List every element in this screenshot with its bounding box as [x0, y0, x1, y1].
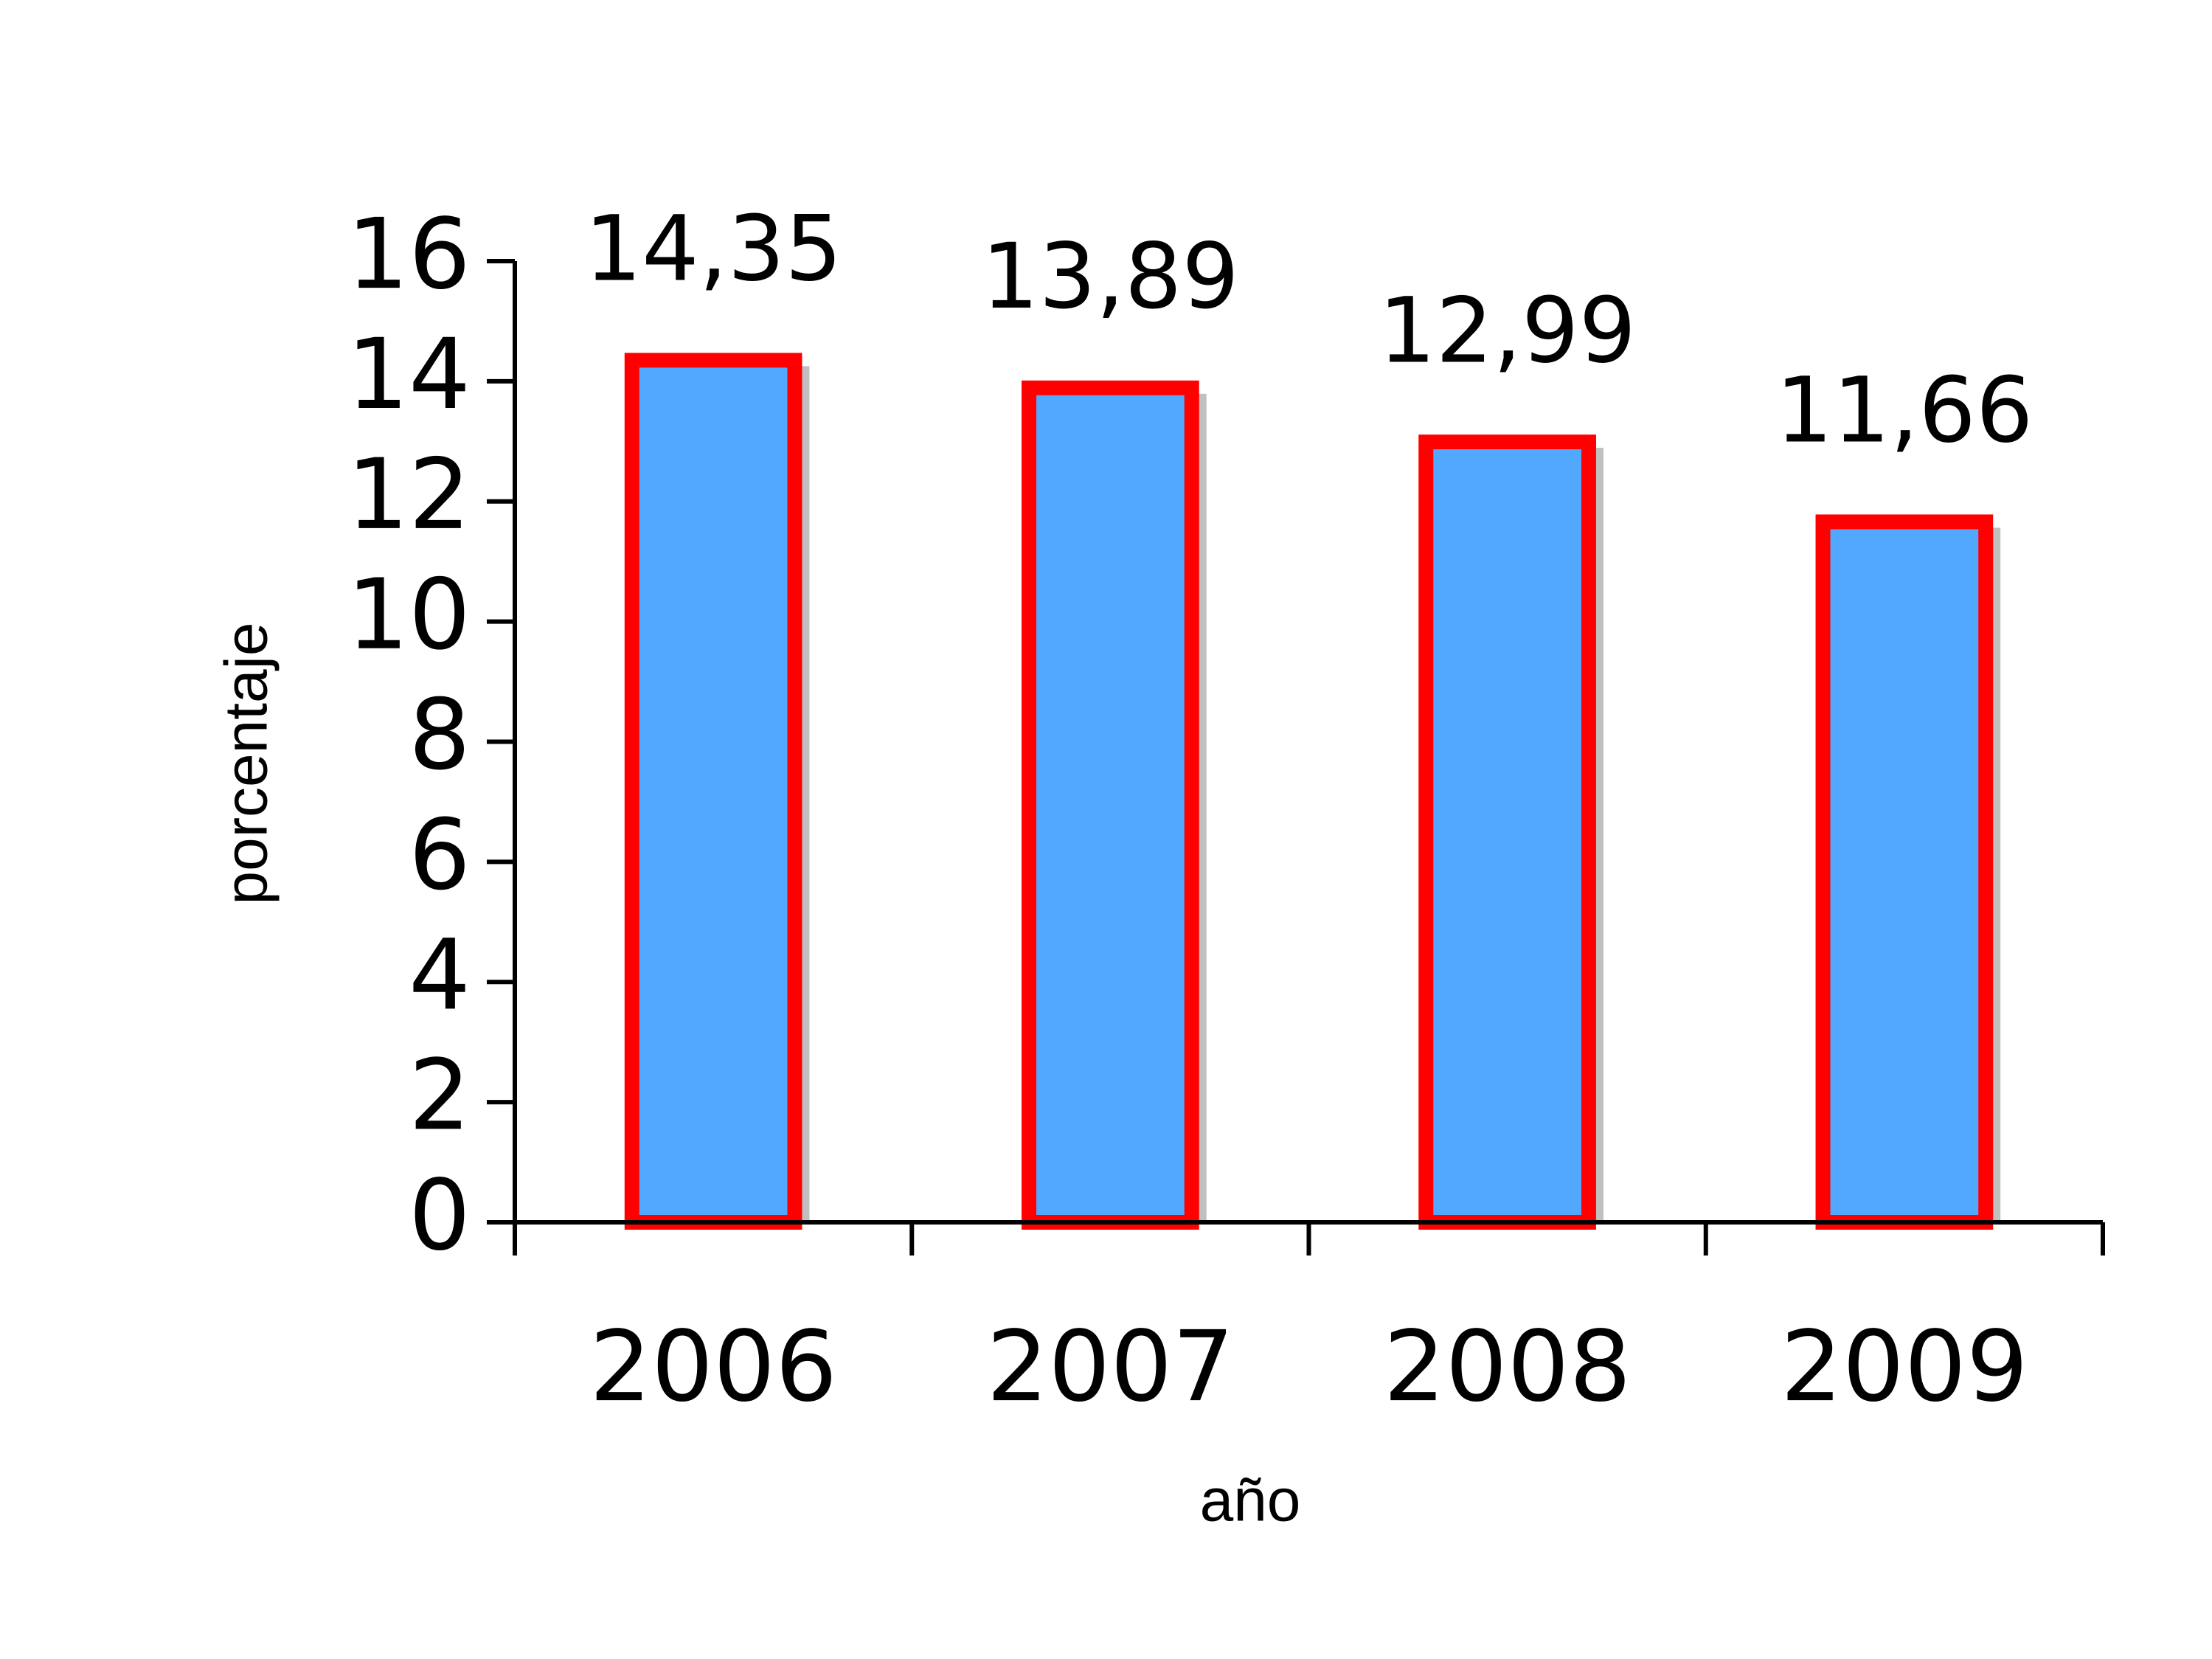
- x-tick-label: 2006: [589, 1310, 837, 1424]
- y-tick-label: 4: [409, 918, 471, 1032]
- bar: [1022, 380, 1199, 1230]
- y-axis-label: porcentaje: [213, 623, 280, 905]
- y-tick-label: 0: [409, 1159, 471, 1272]
- value-label: 12,99: [1379, 278, 1636, 383]
- bar: [1815, 514, 1994, 1230]
- bar: [1418, 434, 1596, 1230]
- x-tick-label: 2009: [1781, 1310, 2028, 1424]
- y-tick-label: 14: [347, 318, 471, 432]
- bar: [624, 353, 802, 1230]
- value-label: 14,35: [584, 197, 842, 302]
- x-tick-label: 2007: [986, 1310, 1234, 1424]
- value-label: 11,66: [1775, 359, 2033, 463]
- y-tick-label: 16: [347, 198, 471, 311]
- y-tick-label: 12: [347, 438, 471, 552]
- value-label: 13,89: [982, 224, 1239, 329]
- y-tick-label: 10: [347, 558, 471, 672]
- x-axis-label: año: [1200, 1467, 1301, 1534]
- y-tick-label: 2: [409, 1039, 471, 1152]
- x-tick-label: 2008: [1384, 1310, 1632, 1424]
- y-tick-label: 6: [409, 799, 471, 912]
- y-tick-label: 8: [409, 679, 471, 792]
